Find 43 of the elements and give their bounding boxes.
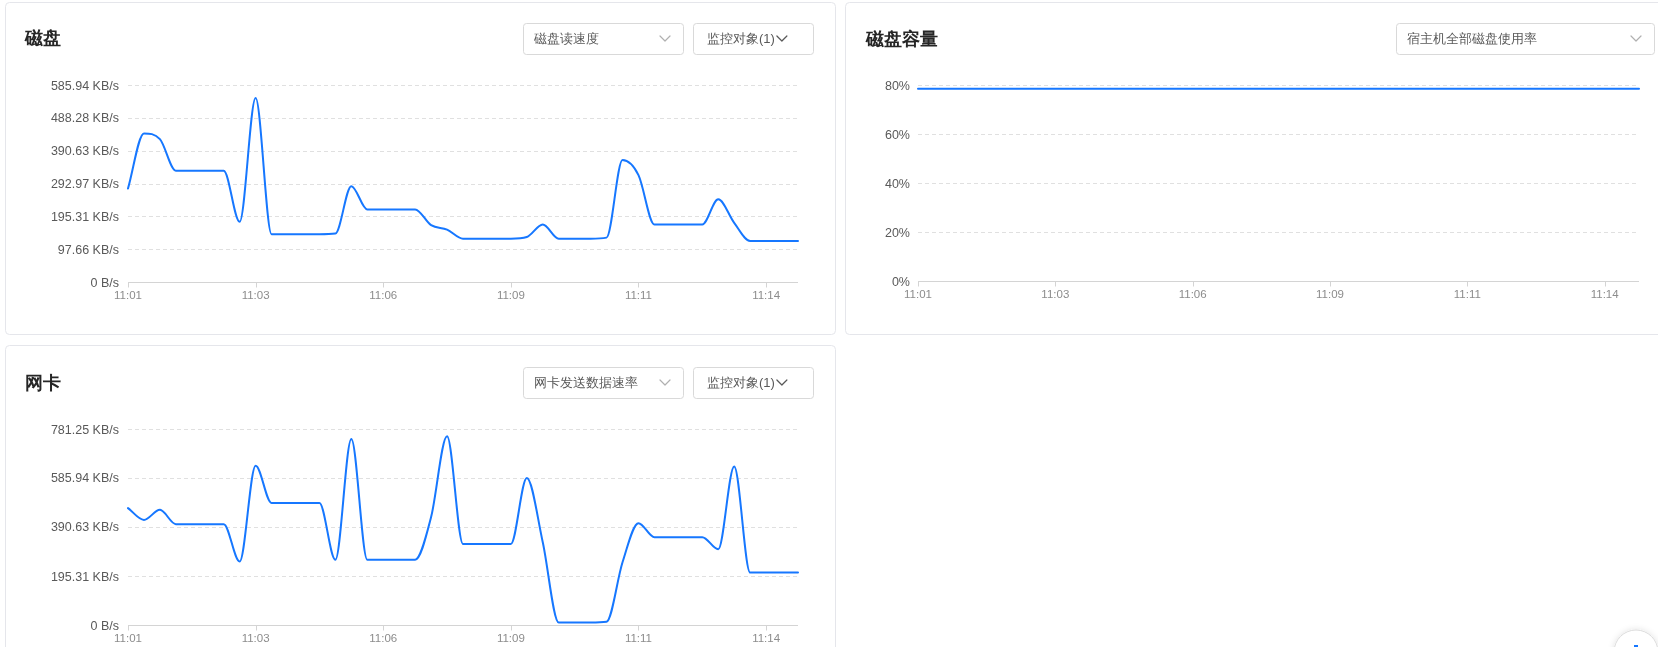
x-tick-label: 11:14: [752, 631, 781, 644]
text: 网卡发送数据速率: [534, 375, 638, 390]
text: 宿主机全部磁盘使用率: [1407, 31, 1537, 46]
x-tick-label: 11:14: [752, 288, 781, 301]
y-tick-label: 0 B/s: [90, 275, 119, 290]
x-tick-label: 11:11: [624, 288, 653, 301]
y-tick-label: 20%: [884, 225, 910, 240]
x-tick-label: 11:01: [114, 631, 142, 644]
x-tick-label: 11:09: [496, 288, 525, 301]
x-tick-label: 11:03: [241, 288, 270, 301]
y-tick-label: 0 B/s: [90, 618, 119, 633]
x-tick-label: 11:11: [1453, 287, 1481, 300]
y-tick-label: 585.94 KB/s: [50, 78, 119, 93]
x-tick-label: 11:03: [1041, 287, 1070, 300]
y-tick-label: 488.28 KB/s: [50, 111, 119, 126]
y-tick-label: 195.31 KB/s: [50, 569, 119, 584]
y-tick-label: 80%: [884, 78, 910, 93]
y-tick-label: 60%: [884, 127, 910, 142]
x-tick-label: 11:06: [1178, 287, 1207, 300]
x-tick-label: 11:09: [496, 631, 525, 644]
x-tick-label: 11:14: [1590, 287, 1620, 300]
text: 磁盘读速度: [533, 31, 599, 46]
y-tick-label: 195.31 KB/s: [50, 209, 119, 224]
chart-title: 磁盘容量: [865, 29, 938, 49]
y-tick-label: 40%: [884, 176, 910, 191]
x-tick-label: 11:01: [114, 288, 142, 301]
chart-title: 网卡: [25, 373, 61, 393]
y-tick-label: 292.97 KB/s: [50, 177, 119, 191]
y-tick-label: 390.63 KB/s: [50, 520, 119, 535]
text: 监控对象(1): [707, 31, 775, 46]
y-tick-label: 0%: [891, 274, 910, 289]
y-tick-label: 390.63 KB/s: [50, 144, 119, 159]
text: 监控对象(1): [707, 375, 775, 390]
x-tick-label: 11:11: [624, 631, 653, 644]
x-tick-label: 11:03: [241, 631, 270, 644]
x-tick-label: 11:09: [1316, 287, 1344, 300]
x-tick-label: 11:06: [369, 288, 398, 301]
chart-title: 磁盘: [24, 28, 61, 48]
y-tick-label: 97.66 KB/s: [57, 242, 119, 257]
y-tick-label: 781.25 KB/s: [50, 422, 119, 437]
x-tick-label: 11:06: [369, 631, 398, 644]
y-tick-label: 585.94 KB/s: [50, 471, 119, 486]
x-tick-label: 11:01: [904, 287, 932, 300]
